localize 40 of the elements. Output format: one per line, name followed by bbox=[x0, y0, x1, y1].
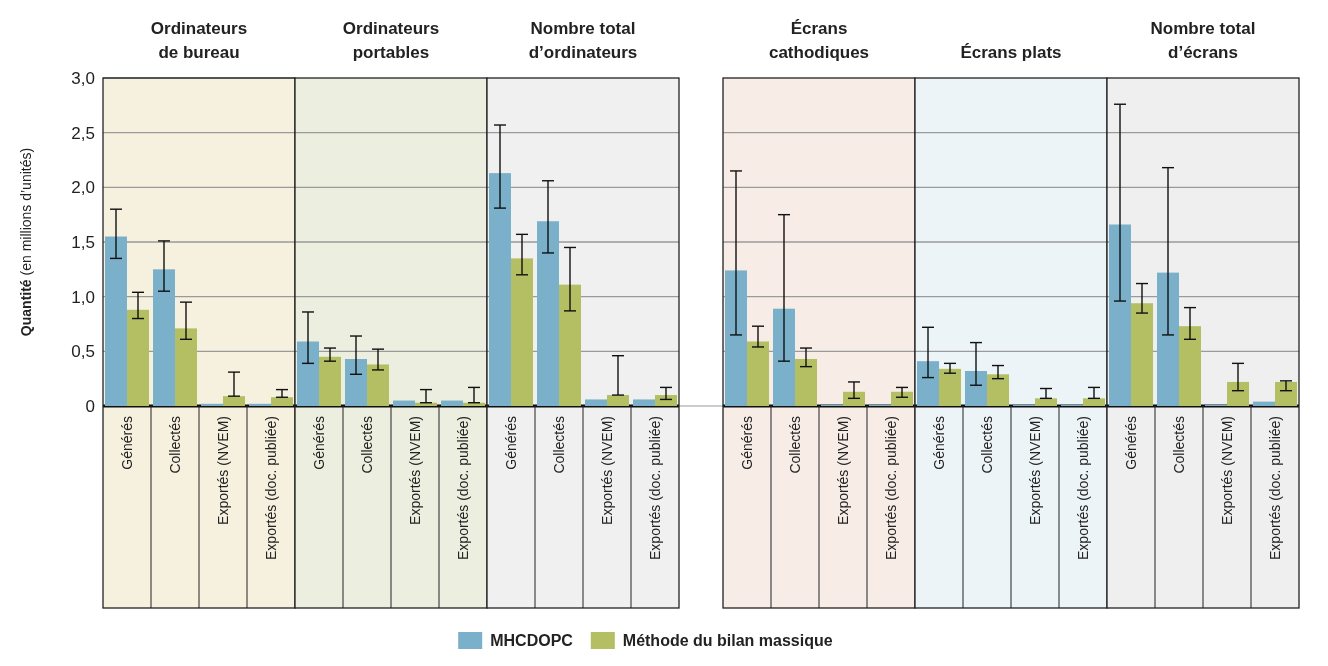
legend-label: MHCDOPC bbox=[490, 631, 574, 649]
x-tick-label: Générés bbox=[739, 416, 755, 470]
y-tick-label: 2,5 bbox=[71, 123, 95, 143]
x-tick-label: Générés bbox=[119, 416, 135, 470]
chart-title: Ordinateurs portables bbox=[342, 19, 440, 62]
x-tick-label: Exportés (NVEM) bbox=[1219, 416, 1235, 525]
y-tick-label: 2,0 bbox=[71, 178, 95, 198]
x-tick-label: Exportés (doc. publiée) bbox=[263, 416, 279, 560]
y-tick-label: 0,5 bbox=[71, 342, 95, 362]
x-tick-label: Exportés (doc. publiée) bbox=[1075, 416, 1091, 560]
legend-label: Méthode du bilan massique bbox=[622, 631, 833, 649]
x-tick-label: Générés bbox=[931, 416, 947, 470]
x-tick-label: Collectés bbox=[979, 416, 995, 474]
x-tick-label: Exportés (NVEM) bbox=[599, 416, 615, 525]
x-tick-label: Collectés bbox=[359, 416, 375, 474]
x-tick-label: Exportés (NVEM) bbox=[407, 416, 423, 525]
x-tick-label: Générés bbox=[1123, 416, 1139, 470]
x-tick-label: Collectés bbox=[1171, 416, 1187, 474]
y-tick-label: 0 bbox=[85, 396, 95, 416]
x-tick-label: Exportés (doc. publiée) bbox=[647, 416, 663, 560]
x-tick-label: Exportés (doc. publiée) bbox=[455, 416, 471, 560]
x-tick-label: Exportés (doc. publiée) bbox=[1267, 416, 1283, 560]
chart-title: Écrans cathodiques bbox=[768, 19, 870, 62]
y-axis-title: Quantité (en millions d’unités) bbox=[18, 147, 34, 337]
x-tick-label: Générés bbox=[503, 416, 519, 470]
x-tick-label: Collectés bbox=[167, 416, 183, 474]
x-tick-label: Exportés (NVEM) bbox=[1027, 416, 1043, 525]
y-tick-label: 1,0 bbox=[71, 287, 95, 307]
chart-title: Nombre total d’écrans bbox=[1150, 19, 1256, 62]
y-tick-label: 3,0 bbox=[71, 68, 95, 88]
x-tick-label: Générés bbox=[311, 416, 327, 470]
chart-title: Ordinateurs de bureau bbox=[150, 19, 248, 62]
chart-title: Nombre total d’ordinateurs bbox=[528, 19, 638, 62]
chart-title: Écrans plats bbox=[960, 43, 1062, 62]
x-tick-label: Exportés (NVEM) bbox=[835, 416, 851, 525]
x-tick-label: Exportés (doc. publiée) bbox=[883, 416, 899, 560]
x-tick-label: Collectés bbox=[551, 416, 567, 474]
y-tick-label: 1,5 bbox=[71, 232, 95, 252]
x-tick-label: Exportés (NVEM) bbox=[215, 416, 231, 525]
x-tick-label: Collectés bbox=[787, 416, 803, 474]
